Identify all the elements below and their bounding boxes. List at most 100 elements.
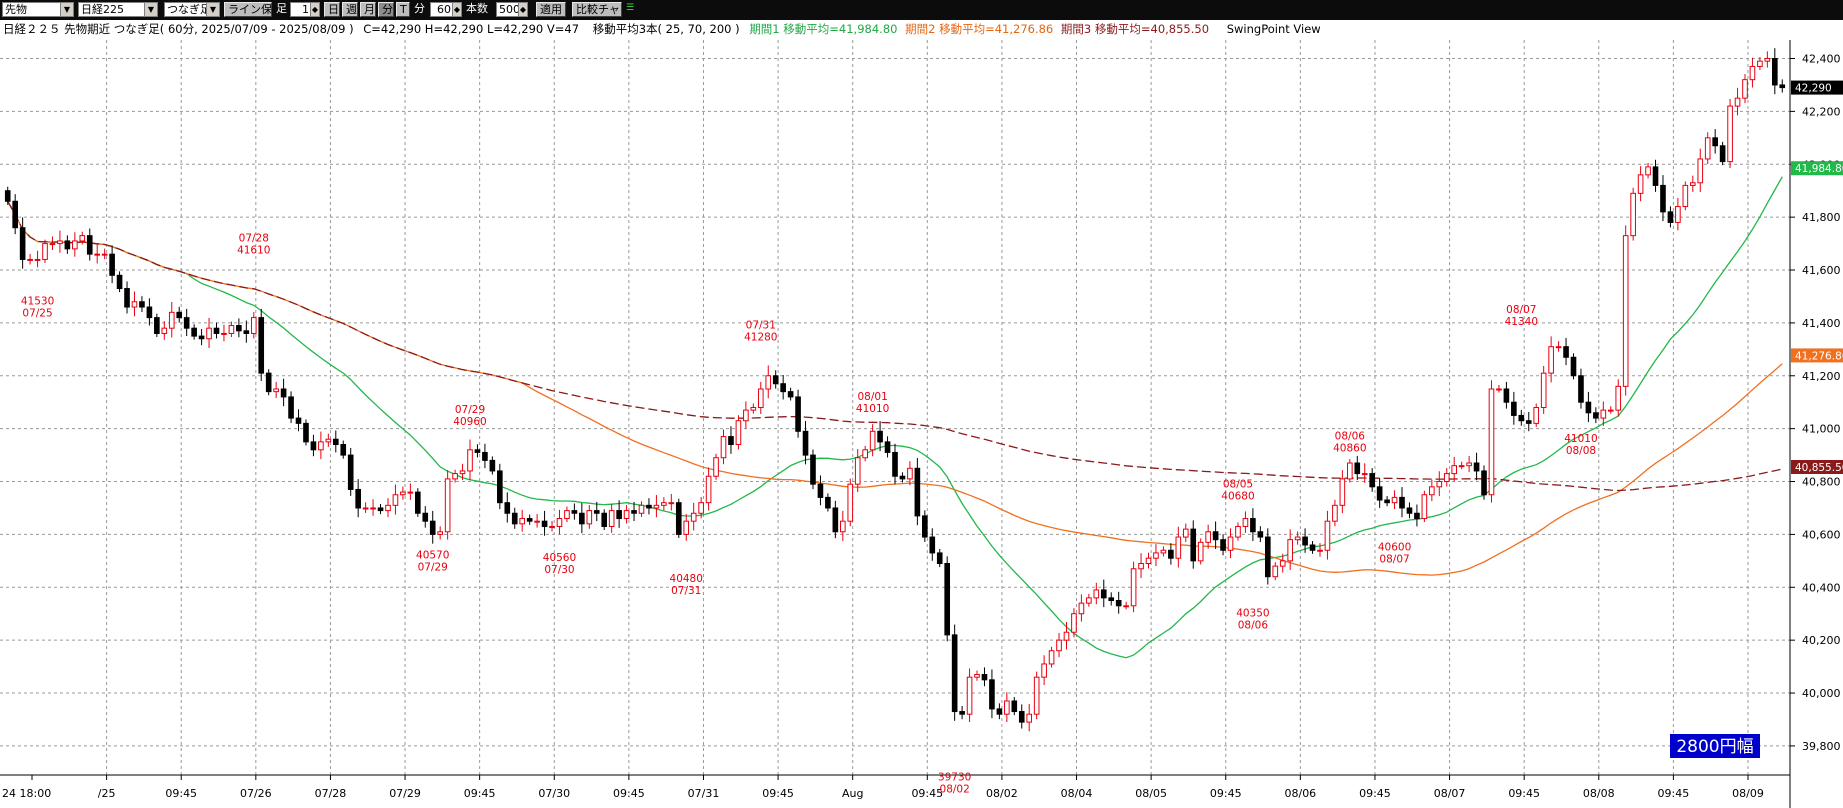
candle-body <box>1578 375 1584 403</box>
month-button[interactable]: 月 <box>360 2 376 17</box>
x-tick-label: 09:45 <box>1658 787 1690 800</box>
candle-body <box>1145 557 1152 564</box>
candle-body <box>1429 486 1435 496</box>
candle-body <box>1689 182 1696 186</box>
candle-body <box>474 449 481 453</box>
candle-body <box>1488 388 1495 496</box>
candle-body <box>1503 388 1510 403</box>
candle-body <box>586 510 593 525</box>
swing-high-price: 40860 <box>1333 443 1366 455</box>
chart-style-select[interactable]: つなぎ足 <box>164 2 218 17</box>
candle-body <box>1182 528 1189 538</box>
candle-body <box>176 311 183 319</box>
candle-body <box>1361 473 1368 476</box>
candle-body <box>429 520 436 535</box>
candle-body <box>735 420 742 446</box>
candle-body <box>989 679 995 710</box>
x-tick-label: 07/28 <box>315 787 347 800</box>
week-button[interactable]: 週 <box>342 2 358 17</box>
candle-body <box>549 525 555 528</box>
candle-body <box>236 325 242 332</box>
candle-body <box>966 676 973 715</box>
candle-body <box>1056 639 1062 652</box>
x-tick-label: 09:45 <box>165 787 197 800</box>
y-tick-label: 41,800 <box>1802 211 1841 224</box>
candle-body <box>922 515 928 538</box>
candle-body <box>728 436 734 446</box>
swing-low-price: 40570 <box>416 549 449 561</box>
save-line-button[interactable]: ライン保存 <box>224 2 272 17</box>
swingpoint-view-label: SwingPoint View <box>1226 22 1321 36</box>
candle-body <box>519 518 526 525</box>
candle-body <box>1048 650 1055 665</box>
ma-line-200 <box>7 200 1783 492</box>
candle-body <box>243 330 250 334</box>
candle-body <box>437 531 443 535</box>
candle-body <box>854 457 861 485</box>
candle-body <box>362 507 369 510</box>
candle-body <box>1548 346 1554 374</box>
swing-low-price: 41010 <box>1564 433 1597 445</box>
x-tick-label: 09:45 <box>464 787 496 800</box>
candle-body <box>1369 473 1375 488</box>
instrument-dropdown-icon[interactable]: ▼ <box>144 2 158 17</box>
minute-stepper-icon[interactable]: ◆ <box>452 2 462 17</box>
candle-body <box>847 483 854 522</box>
candle-body <box>579 512 585 525</box>
candle-body <box>1682 184 1689 208</box>
range-badge-text: 2800円幅 <box>1676 737 1753 757</box>
chart-menu-icon[interactable]: ☰ <box>626 3 635 13</box>
swing-high-price: 41340 <box>1505 316 1538 328</box>
candle-body <box>1637 174 1644 194</box>
swing-high-price: 40680 <box>1221 490 1254 502</box>
swing-low-price: 40350 <box>1236 608 1269 620</box>
candle-body <box>1220 539 1226 551</box>
day-button[interactable]: 日 <box>324 2 340 17</box>
candle-body <box>467 449 473 472</box>
ashi-stepper-icon[interactable]: ◆ <box>310 2 320 17</box>
candle-body <box>1264 536 1271 578</box>
minute-button[interactable]: 分 <box>378 2 394 17</box>
compare-chart-button[interactable]: 比較チャート <box>572 2 622 17</box>
candle-body <box>1153 552 1159 559</box>
market-select[interactable]: 先物 <box>2 2 72 17</box>
price-tags: 42,290 41,984.80 41,276.86 40,855.50 <box>1791 80 1843 474</box>
ashi-label: 足 <box>276 2 287 15</box>
candle-body <box>64 240 71 250</box>
apply-button[interactable]: 適用 <box>536 2 566 17</box>
candle-body <box>1593 412 1599 419</box>
count-input[interactable]: 500 <box>496 2 520 17</box>
tick-button[interactable]: T <box>396 2 410 17</box>
candle-body <box>422 512 429 522</box>
candle-body <box>705 475 712 504</box>
candle-body <box>668 502 675 505</box>
price-tag-label: 41,276.86 <box>1795 350 1843 362</box>
swing-low-date: 07/30 <box>544 564 574 576</box>
minute-input[interactable]: 60 <box>430 2 454 17</box>
candle-body <box>27 258 33 261</box>
count-stepper-icon[interactable]: ◆ <box>518 2 528 17</box>
chart-info-line: 日経２２５ 先物期近 つなぎ足( 60分, 2025/07/09 - 2025/… <box>3 21 1321 37</box>
candle-body <box>280 388 287 398</box>
market-dropdown-icon[interactable]: ▼ <box>60 2 74 17</box>
chart-style-dropdown-icon[interactable]: ▼ <box>206 2 220 17</box>
candle-body <box>817 483 824 498</box>
swing-points: 4153007/2507/284161007/29409604057007/29… <box>21 232 1598 795</box>
candle-body <box>1294 536 1301 541</box>
candle-body <box>1630 192 1636 237</box>
candle-body <box>1123 605 1129 608</box>
candle-body <box>1071 613 1077 633</box>
candle-body <box>1004 700 1010 715</box>
candle-body <box>1421 494 1428 520</box>
ma3-readout: 期間3 移動平均=40,855.50 <box>1060 22 1210 36</box>
instrument-select[interactable]: 日経225 <box>78 2 156 17</box>
candle-body <box>72 240 78 250</box>
candle-body <box>1473 462 1480 472</box>
candle-body <box>1115 600 1122 607</box>
candle-body <box>131 301 138 308</box>
candle-body <box>1018 711 1025 723</box>
range-badge-box <box>1670 734 1760 758</box>
candle-body <box>288 396 294 419</box>
x-tick-label: 09:45 <box>613 787 645 800</box>
